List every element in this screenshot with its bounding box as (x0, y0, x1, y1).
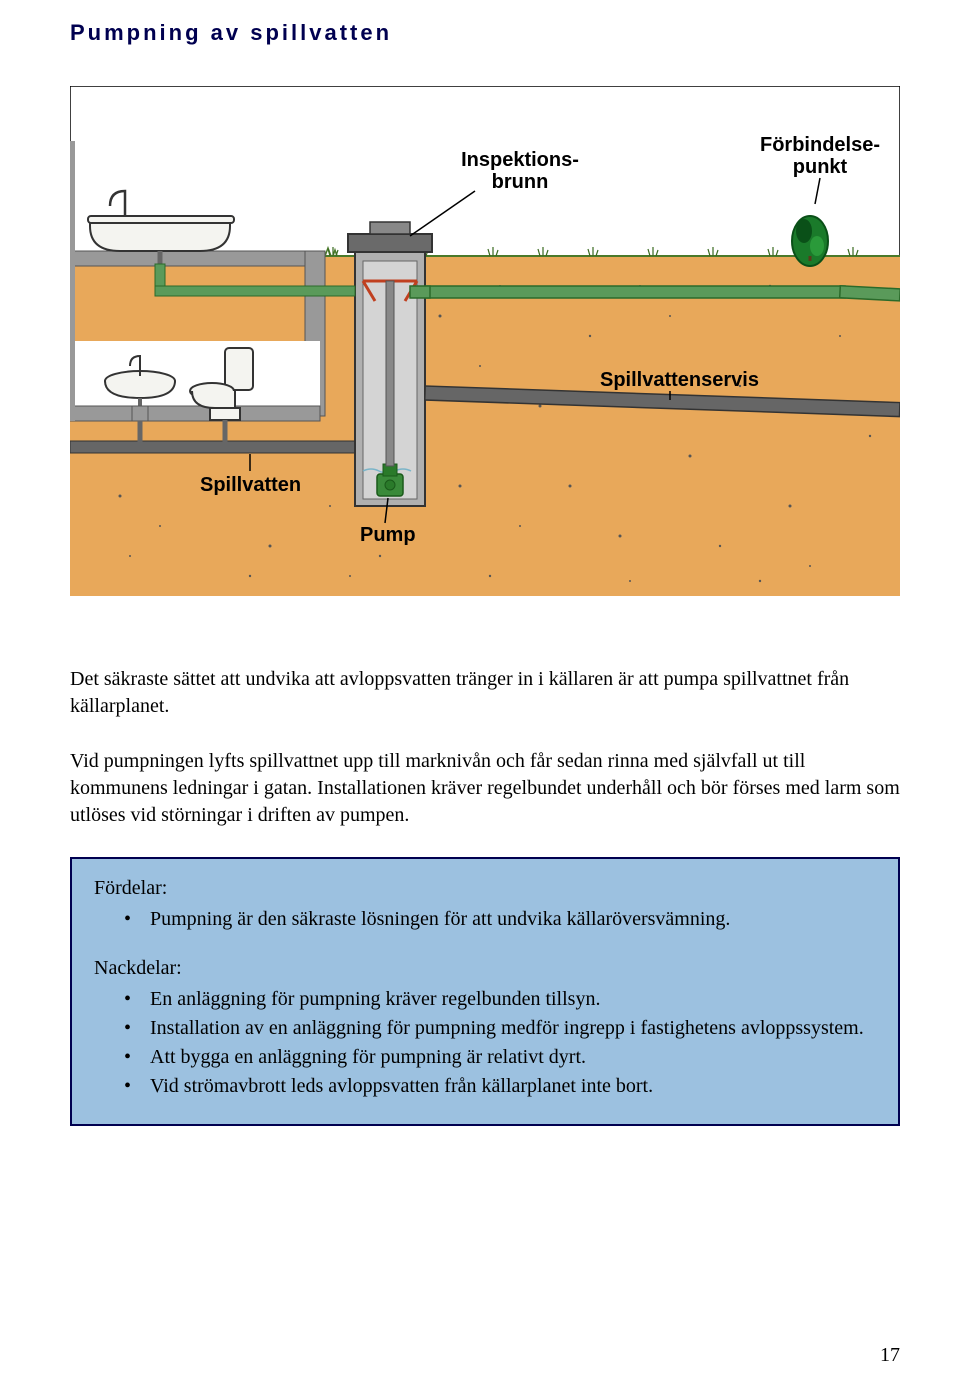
inspection-well-icon (348, 222, 432, 506)
fordelar-heading: Fördelar: (94, 877, 876, 900)
list-item: Pumpning är den säkraste lösningen för a… (94, 906, 876, 933)
svg-text:punkt: punkt (793, 156, 848, 178)
bush-icon (792, 216, 828, 266)
svg-text:Spillvatten: Spillvatten (200, 474, 301, 496)
nackdelar-heading: Nackdelar: (94, 957, 876, 980)
fordelar-list: Pumpning är den säkraste lösningen för a… (94, 906, 876, 933)
nackdelar-list: En anläggning för pumpning kräver regelb… (94, 986, 876, 1100)
paragraph-2: Vid pumpningen lyfts spillvattnet upp ti… (70, 748, 900, 829)
page-number: 17 (880, 1344, 900, 1367)
pros-cons-box: Fördelar: Pumpning är den säkraste lösni… (70, 857, 900, 1126)
list-item: Att bygga en anläggning för pumpning är … (94, 1044, 876, 1071)
list-item: En anläggning för pumpning kräver regelb… (94, 986, 876, 1013)
svg-text:Inspektions-: Inspektions- (461, 149, 579, 171)
paragraph-1: Det säkraste sättet att undvika att avlo… (70, 666, 900, 720)
svg-text:Förbindelse-: Förbindelse- (760, 134, 880, 156)
list-item: Vid strömavbrott leds avloppsvatten från… (94, 1073, 876, 1100)
svg-text:Pump: Pump (360, 524, 416, 546)
sewage-pump-diagram: Inspektions- brunn Förbindelse- punkt Sp… (70, 86, 900, 596)
list-item: Installation av en anläggning för pumpni… (94, 1015, 876, 1042)
svg-text:brunn: brunn (492, 171, 549, 193)
page-title: Pumpning av spillvatten (70, 20, 900, 46)
svg-text:Spillvattenservis: Spillvattenservis (600, 369, 759, 391)
